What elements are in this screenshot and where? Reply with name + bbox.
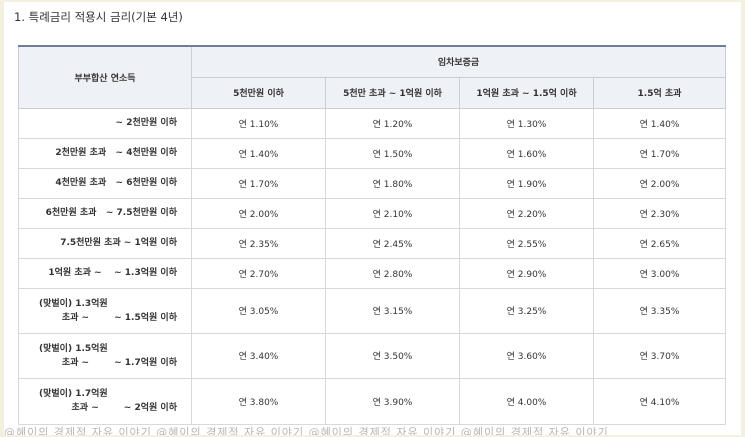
income-bracket-cell: 7.5천만원 초과 ~ 1억원 이하 — [18, 227, 192, 259]
rate-cell: 연 3.00% — [592, 257, 727, 289]
income-bracket-line: 초과 ~ ~ 2억원 이하 — [71, 403, 178, 413]
section-title: 1. 특례금리 적용시 금리(기본 4년) — [14, 10, 183, 24]
rate-cell: 연 1.80% — [325, 167, 460, 199]
rate-cell: 연 1.50% — [325, 137, 460, 169]
income-bracket-line: 초과 ~ ~ 1.7억원 이하 — [61, 357, 177, 368]
table-row: 7.5천만원 초과 ~ 1억원 이하 연 2.35% 연 2.45% 연 2.55% 연… — [18, 227, 727, 259]
rate-cell: 연 3.70% — [592, 332, 727, 379]
rate-cell: 연 2.30% — [592, 197, 727, 229]
column-header: 5천만원 이하 — [191, 76, 326, 109]
table-row: 1억원 초과 ~ ~ 1.3억원 이하 연 2.70% 연 2.80% 연 2.90%… — [18, 257, 727, 289]
income-bracket-cell: 1억원 초과 ~ ~ 1.3억원 이하 — [18, 257, 192, 289]
rate-cell: 연 1.60% — [459, 137, 594, 169]
table-row: (맞벌이) 1.7억원 초과 ~ ~ 2억원 이하 연 3.80% 연 3.90% 연 … — [18, 377, 727, 425]
income-bracket-cell: ~ 2천만원 이하 — [18, 107, 192, 139]
income-bracket-line: 4천만원 초과 ~ 6천만원 이하 — [55, 178, 177, 188]
document-frame: 1. 특례금리 적용시 금리(기본 4년) 부부합산 연소득 임차보증금 5천만… — [4, 2, 741, 435]
rate-cell: 연 2.65% — [592, 227, 727, 259]
income-bracket-line: 1억원 초과 ~ ~ 1.3억원 이하 — [48, 268, 177, 278]
rate-cell: 연 2.00% — [191, 197, 326, 229]
rate-cell: 연 3.60% — [459, 332, 594, 379]
rate-cell: 연 3.40% — [191, 332, 326, 379]
income-bracket-line: 6천만원 초과 ~ 7.5천만원 이하 — [45, 208, 177, 218]
income-bracket-line: ~ 2천만원 이하 — [115, 118, 177, 128]
income-bracket-line: 초과 ~ ~ 1.5억원 이하 — [61, 312, 177, 323]
rate-cell: 연 1.90% — [459, 167, 594, 199]
row-header-income: 부부합산 연소득 — [18, 45, 192, 109]
income-bracket-line: 7.5천만원 초과 ~ 1억원 이하 — [60, 238, 177, 248]
rate-cell: 연 1.70% — [592, 137, 727, 169]
group-header-deposit: 임차보증금 — [190, 45, 727, 78]
income-bracket-line: (맞벌이) 1.3억원 — [39, 298, 108, 309]
rate-cell: 연 2.80% — [325, 257, 460, 289]
column-header: 1.5억 초과 — [592, 76, 727, 109]
rate-cell: 연 2.55% — [459, 227, 594, 259]
rate-cell: 연 2.35% — [191, 227, 326, 259]
column-header: 1억원 초과 ~ 1.5억 이하 — [459, 76, 594, 109]
income-bracket-line: (맞벌이) 1.5억원 — [39, 343, 108, 354]
rate-cell: 연 1.70% — [191, 167, 326, 199]
rate-cell: 연 3.15% — [325, 287, 460, 334]
rate-cell: 연 3.80% — [191, 377, 326, 425]
rate-cell: 연 2.45% — [325, 227, 460, 259]
rate-cell: 연 4.10% — [592, 377, 727, 425]
rate-cell: 연 2.70% — [191, 257, 326, 289]
rate-cell: 연 3.25% — [459, 287, 594, 334]
watermark: @혜이의 경제적 자유 이야기 @혜이의 경제적 자유 이야기 @혜이의 경제적… — [4, 426, 609, 435]
rate-cell: 연 2.10% — [325, 197, 460, 229]
rate-cell: 연 3.35% — [592, 287, 727, 334]
rate-cell: 연 1.10% — [191, 107, 326, 139]
income-bracket-line: 2천만원 초과 ~ 4천만원 이하 — [55, 148, 177, 158]
rate-cell: 연 4.00% — [459, 377, 594, 425]
rate-cell: 연 1.20% — [325, 107, 460, 139]
table-row: (맞벌이) 1.5억원 초과 ~ ~ 1.7억원 이하 연 3.40% 연 3.50%… — [18, 332, 727, 379]
interest-rate-table: 부부합산 연소득 임차보증금 5천만원 이하 5천만 초과 ~ 1억원 이하 1… — [18, 45, 727, 425]
table-row: ~ 2천만원 이하 연 1.10% 연 1.20% 연 1.30% 연 1.40% — [18, 107, 727, 139]
income-bracket-cell: 6천만원 초과 ~ 7.5천만원 이하 — [18, 197, 192, 229]
rate-cell: 연 2.90% — [459, 257, 594, 289]
table-row: 2천만원 초과 ~ 4천만원 이하 연 1.40% 연 1.50% 연 1.60% 연 … — [18, 137, 727, 169]
table-row: 4천만원 초과 ~ 6천만원 이하 연 1.70% 연 1.80% 연 1.90% 연 … — [18, 167, 727, 199]
income-bracket-cell: 2천만원 초과 ~ 4천만원 이하 — [18, 137, 192, 169]
income-bracket-line: (맞벌이) 1.7억원 — [39, 389, 108, 399]
rate-cell: 연 3.50% — [325, 332, 460, 379]
rate-cell: 연 1.40% — [191, 137, 326, 169]
column-header: 5천만 초과 ~ 1억원 이하 — [325, 76, 460, 109]
rate-cell: 연 1.30% — [459, 107, 594, 139]
rate-cell: 연 3.05% — [191, 287, 326, 334]
rate-cell: 연 3.90% — [325, 377, 460, 425]
rate-cell: 연 2.00% — [592, 167, 727, 199]
rate-cell: 연 2.20% — [459, 197, 594, 229]
rate-cell: 연 1.40% — [592, 107, 727, 139]
income-bracket-cell: 4천만원 초과 ~ 6천만원 이하 — [18, 167, 192, 199]
table-row: (맞벌이) 1.3억원 초과 ~ ~ 1.5억원 이하 연 3.05% 연 3.15%… — [18, 287, 727, 334]
table-row: 6천만원 초과 ~ 7.5천만원 이하 연 2.00% 연 2.10% 연 2.20%… — [18, 197, 727, 229]
